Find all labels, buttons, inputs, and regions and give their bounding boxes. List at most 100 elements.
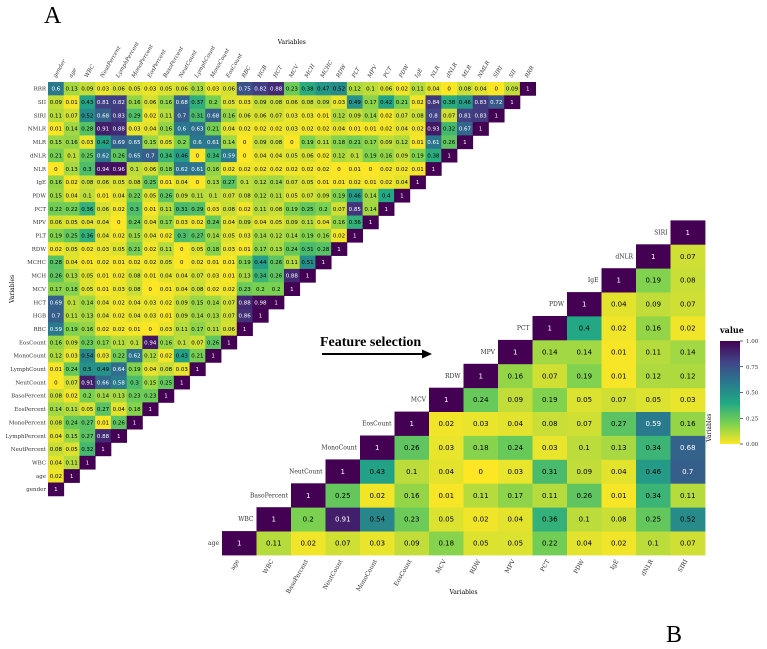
- cell-value: 0.02: [254, 167, 266, 173]
- row-label: MLR: [33, 140, 47, 146]
- heatmap-cell: [48, 135, 65, 150]
- cell-value: 0: [447, 87, 451, 93]
- cell-value: 0.19: [50, 234, 63, 240]
- heatmap-cell: [110, 308, 128, 323]
- cell-value: 0.02: [380, 127, 392, 133]
- heatmap-cell: [189, 175, 206, 190]
- heatmap-cell: [110, 148, 128, 163]
- heatmap-cell: [79, 402, 96, 417]
- heatmap-cell: [601, 507, 637, 532]
- heatmap-cell: [189, 228, 206, 243]
- heatmap-cell: [110, 255, 128, 270]
- heatmap-cell: [299, 228, 316, 243]
- cell-value: 0.02: [611, 324, 627, 332]
- cell-value: 0.02: [396, 87, 408, 93]
- cell-value: 0.02: [412, 100, 424, 106]
- cell-value: 0.27: [81, 434, 94, 440]
- cell-value: 0.07: [333, 207, 346, 213]
- cell-value: 0.04: [65, 193, 78, 199]
- heatmap-cell: [283, 282, 301, 296]
- heatmap-cell: [158, 108, 175, 123]
- heatmap-cell: [205, 82, 222, 96]
- heatmap-cell: [48, 202, 65, 216]
- heatmap-cell: [670, 411, 706, 436]
- cell-value: 0.7: [146, 153, 155, 159]
- heatmap-cell: [95, 349, 112, 363]
- column-label: MPV: [504, 558, 518, 575]
- heatmap-cell: [221, 335, 238, 350]
- cell-value: 0.13: [270, 247, 283, 253]
- cell-value: 0.42: [380, 100, 392, 106]
- cell-value: 0.01: [113, 260, 125, 266]
- cell-value: 0.07: [680, 253, 696, 261]
- heatmap-cell: [252, 202, 269, 216]
- heatmap-cell: [110, 362, 128, 377]
- cell-value: 0.36: [349, 220, 362, 226]
- cell-value: 0.02: [239, 207, 251, 213]
- cell-value: 0.1: [579, 444, 590, 452]
- column-label: EosCount: [393, 558, 414, 587]
- heatmap-cell: [221, 188, 238, 203]
- heatmap-cell: [236, 188, 253, 203]
- cell-value: 0.1: [83, 193, 92, 199]
- cell-value: 0.1: [67, 300, 76, 306]
- cell-value: 0.05: [144, 193, 157, 199]
- cell-value: 0.03: [97, 354, 110, 360]
- cell-value: 1: [495, 113, 499, 119]
- cell-value: 0.07: [286, 180, 299, 186]
- heatmap-cell: [601, 363, 637, 389]
- cell-value: 0.26: [160, 193, 173, 199]
- cell-value: 0.46: [176, 153, 189, 159]
- heatmap-cell: [48, 322, 65, 337]
- row-label: SIRI: [34, 113, 46, 119]
- heatmap-cell: [48, 255, 65, 270]
- column-label: SIRI: [493, 65, 505, 79]
- heatmap-cell: [601, 435, 637, 460]
- cell-value: 0: [243, 153, 247, 159]
- heatmap-cell: [315, 228, 332, 243]
- cell-value: 0.09: [50, 100, 63, 106]
- cell-value: 0: [196, 180, 200, 186]
- heatmap-cell: [95, 148, 112, 163]
- cell-value: 0.07: [680, 301, 696, 309]
- column-label: PDW: [398, 63, 411, 80]
- heatmap-cell: [394, 411, 430, 436]
- heatmap-cell: [205, 255, 222, 270]
- heatmap-cell: [126, 228, 143, 243]
- heatmap-cell: [126, 415, 143, 430]
- cell-value: 0: [495, 87, 499, 93]
- cell-value: 1: [337, 247, 341, 253]
- heatmap-cell: [79, 202, 96, 216]
- cell-value: 0.43: [369, 468, 385, 476]
- heatmap-cell: [158, 215, 175, 230]
- cell-value: 0.81: [459, 113, 471, 119]
- heatmap-cell: [205, 242, 222, 256]
- heatmap-cell: [142, 389, 159, 403]
- heatmap-cell: [488, 82, 505, 96]
- cell-value: 0.23: [81, 340, 94, 346]
- cell-value: 0.08: [301, 100, 314, 106]
- heatmap-cell: [48, 268, 65, 283]
- cell-value: 0.02: [113, 234, 125, 240]
- heatmap-cell: [158, 82, 175, 96]
- heatmap-cell: [189, 268, 206, 283]
- cell-value: 0.05: [65, 220, 78, 226]
- heatmap-cell: [670, 507, 706, 532]
- row-label: MCHC: [27, 260, 46, 266]
- cell-value: 0.18: [160, 167, 173, 173]
- cell-value: 0.04: [65, 260, 78, 266]
- heatmap-cell: [173, 148, 190, 163]
- heatmap-cell: [532, 316, 568, 341]
- feature-selection-label: Feature selection: [320, 335, 421, 350]
- heatmap-cell: [291, 531, 326, 556]
- cell-value: 0.04: [223, 127, 236, 133]
- heatmap-cell: [142, 175, 159, 190]
- heatmap-cell: [429, 483, 464, 508]
- heatmap-cell: [252, 268, 269, 283]
- heatmap-cell: [331, 122, 348, 136]
- heatmap-cell: [79, 82, 96, 96]
- heatmap-cell: [268, 282, 285, 296]
- cell-value: 0.94: [144, 340, 157, 346]
- cell-value: 0.54: [369, 516, 385, 524]
- heatmap-cell: [409, 135, 426, 150]
